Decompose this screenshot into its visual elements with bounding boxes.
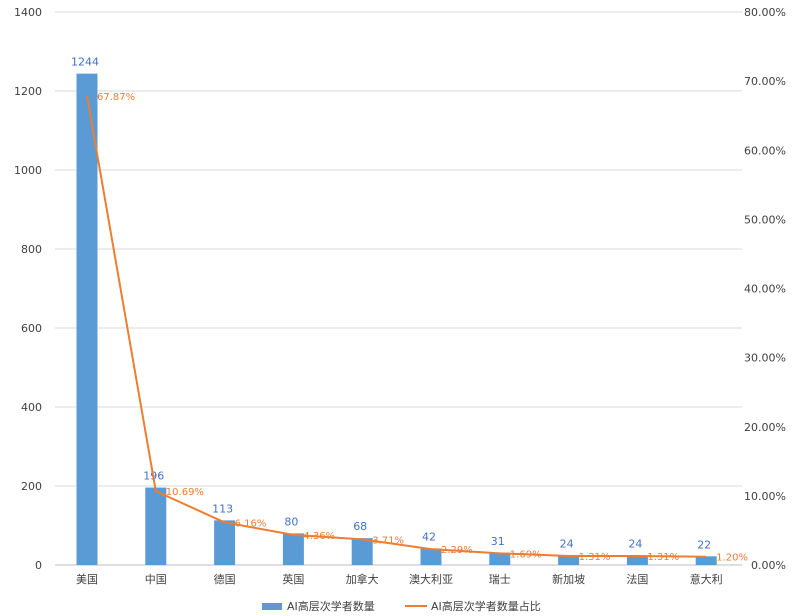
bar (626, 555, 648, 565)
bar (558, 555, 580, 565)
category-label: 澳大利亚 (409, 572, 453, 586)
bar-value-label: 24 (628, 538, 642, 551)
left-tick-label: 600 (21, 322, 42, 335)
right-tick-label: 30.00% (744, 352, 786, 365)
left-tick-label: 1200 (14, 85, 42, 98)
line-data-labels: 67.87% 10.69% 6.16% 4.36% 3.71% 2.29% 1.69% 1.3… (97, 92, 748, 564)
percentage-label: 4.36% (303, 531, 335, 542)
line-series (86, 95, 707, 558)
category-label: 英国 (282, 572, 304, 586)
left-tick-label: 200 (21, 480, 42, 493)
right-tick-label: 80.00% (744, 6, 786, 19)
percentage-label: 1.31% (647, 552, 679, 563)
percentage-label: 1.69% (510, 549, 542, 560)
right-tick-label: 0.00% (751, 559, 786, 572)
category-label: 加拿大 (346, 572, 379, 586)
legend-bar-label: AI高层次学者数量 (287, 599, 375, 613)
left-axis: 0 200 400 600 800 1000 1200 1400 (14, 6, 42, 572)
category-label: 瑞士 (489, 572, 511, 586)
category-label: 意大利 (690, 572, 723, 586)
bar (282, 533, 304, 565)
legend-bar-swatch (262, 603, 282, 610)
bar-value-label: 113 (212, 502, 233, 515)
bar-value-label: 1244 (71, 56, 99, 69)
bar-value-label: 42 (422, 530, 436, 543)
percentage-label: 2.29% (441, 545, 473, 556)
left-tick-label: 400 (21, 401, 42, 414)
bar-value-label: 68 (353, 520, 367, 533)
right-axis: 0.00% 10.00% 20.00% 30.00% 40.00% 50.00% 60.00… (744, 6, 786, 572)
legend: AI高层次学者数量 AI高层次学者数量占比 (262, 599, 541, 613)
gridlines (55, 11, 742, 566)
bar (145, 487, 167, 565)
right-tick-label: 60.00% (744, 144, 786, 157)
percentage-label: 67.87% (97, 92, 135, 103)
bar-value-label: 80 (284, 515, 298, 528)
legend-line-label: AI高层次学者数量占比 (431, 599, 541, 613)
bar (489, 552, 511, 565)
left-tick-label: 1400 (14, 6, 42, 19)
percentage-label: 1.20% (716, 553, 748, 564)
category-label: 新加坡 (552, 572, 585, 586)
category-label: 美国 (76, 573, 98, 586)
bar (76, 73, 98, 566)
bar (351, 538, 373, 565)
category-axis: 美国 中国 德国 英国 加拿大 澳大利亚 瑞士 新加坡 法国 意大利 (76, 572, 723, 586)
percentage-label: 3.71% (372, 535, 404, 546)
bar-value-label: 31 (491, 535, 505, 548)
right-tick-label: 10.00% (744, 490, 786, 503)
category-label: 德国 (214, 572, 236, 586)
left-tick-label: 800 (21, 243, 42, 256)
right-tick-label: 20.00% (744, 421, 786, 434)
bar-series (76, 73, 717, 566)
percentage-label: 6.16% (235, 518, 267, 529)
category-label: 中国 (145, 573, 167, 586)
bar (420, 548, 442, 565)
percentage-label: 1.31% (579, 552, 611, 563)
percentage-label: 10.69% (166, 487, 204, 498)
right-tick-label: 40.00% (744, 283, 786, 296)
percentage-line (86, 95, 707, 558)
left-tick-label: 0 (35, 559, 42, 572)
bar (214, 520, 236, 565)
right-tick-label: 50.00% (744, 213, 786, 226)
left-tick-label: 1000 (14, 164, 42, 177)
bar (695, 556, 717, 565)
right-tick-label: 70.00% (744, 75, 786, 88)
bar-value-label: 24 (560, 538, 574, 551)
category-label: 法国 (626, 572, 648, 586)
bar-value-label: 22 (697, 538, 711, 551)
